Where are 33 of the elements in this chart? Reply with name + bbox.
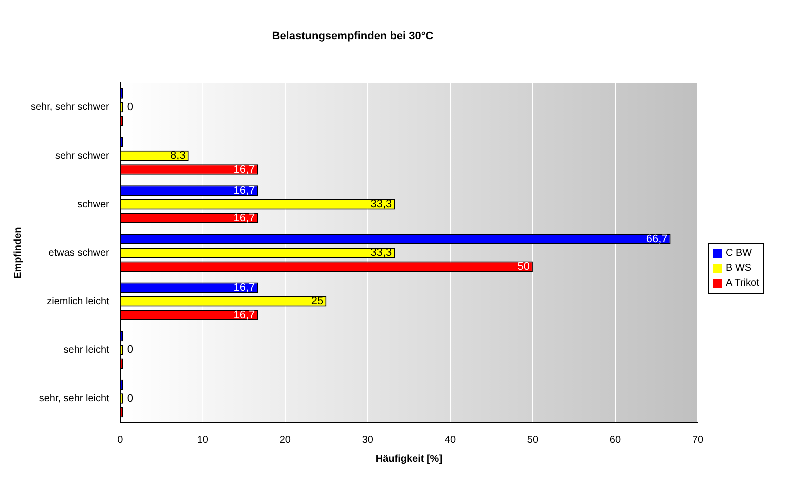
data-label: 66,7	[646, 233, 668, 246]
legend-label: B WS	[726, 262, 752, 276]
x-tick-label: 20	[280, 434, 292, 446]
data-label: 33,3	[370, 198, 392, 211]
y-tick-label: schwer	[78, 199, 110, 210]
x-tick-label: 40	[444, 434, 456, 446]
y-tick-label: ziemlich leicht	[47, 296, 110, 308]
y-tick-label: sehr leicht	[64, 344, 110, 356]
y-tick-label: sehr, sehr schwer	[30, 102, 110, 114]
data-label: 16,7	[234, 184, 256, 197]
data-label: 16,7	[234, 282, 256, 294]
y-tick-label: sehr, sehr leicht	[39, 393, 110, 404]
data-label: 16,7	[234, 309, 256, 322]
y-tick-label: etwas schwer	[48, 248, 110, 259]
x-tick-label: 70	[692, 434, 704, 446]
y-axis-title: Empfinden	[12, 227, 24, 279]
chart-title: Belastungsempfinden bei 30°C	[272, 30, 434, 43]
data-label: 0	[127, 392, 134, 405]
x-tick-label: 60	[610, 434, 622, 446]
x-tick-label: 10	[197, 434, 209, 446]
legend-label: C BW	[726, 247, 752, 261]
x-tick-label: 30	[362, 434, 374, 446]
data-label: 16,7	[234, 212, 256, 224]
y-tick-label: sehr schwer	[55, 150, 110, 162]
data-label: 0	[127, 102, 134, 114]
data-label: 0	[127, 344, 134, 356]
x-axis-title: Häufigkeit [%]	[376, 454, 443, 465]
x-tick-label: 0	[118, 434, 124, 446]
x-tick-label: 50	[527, 434, 539, 446]
data-label: 50	[518, 260, 530, 273]
data-label: 8,3	[170, 150, 186, 162]
data-label: 16,7	[234, 164, 256, 176]
legend-label: A Trikot	[726, 277, 760, 291]
